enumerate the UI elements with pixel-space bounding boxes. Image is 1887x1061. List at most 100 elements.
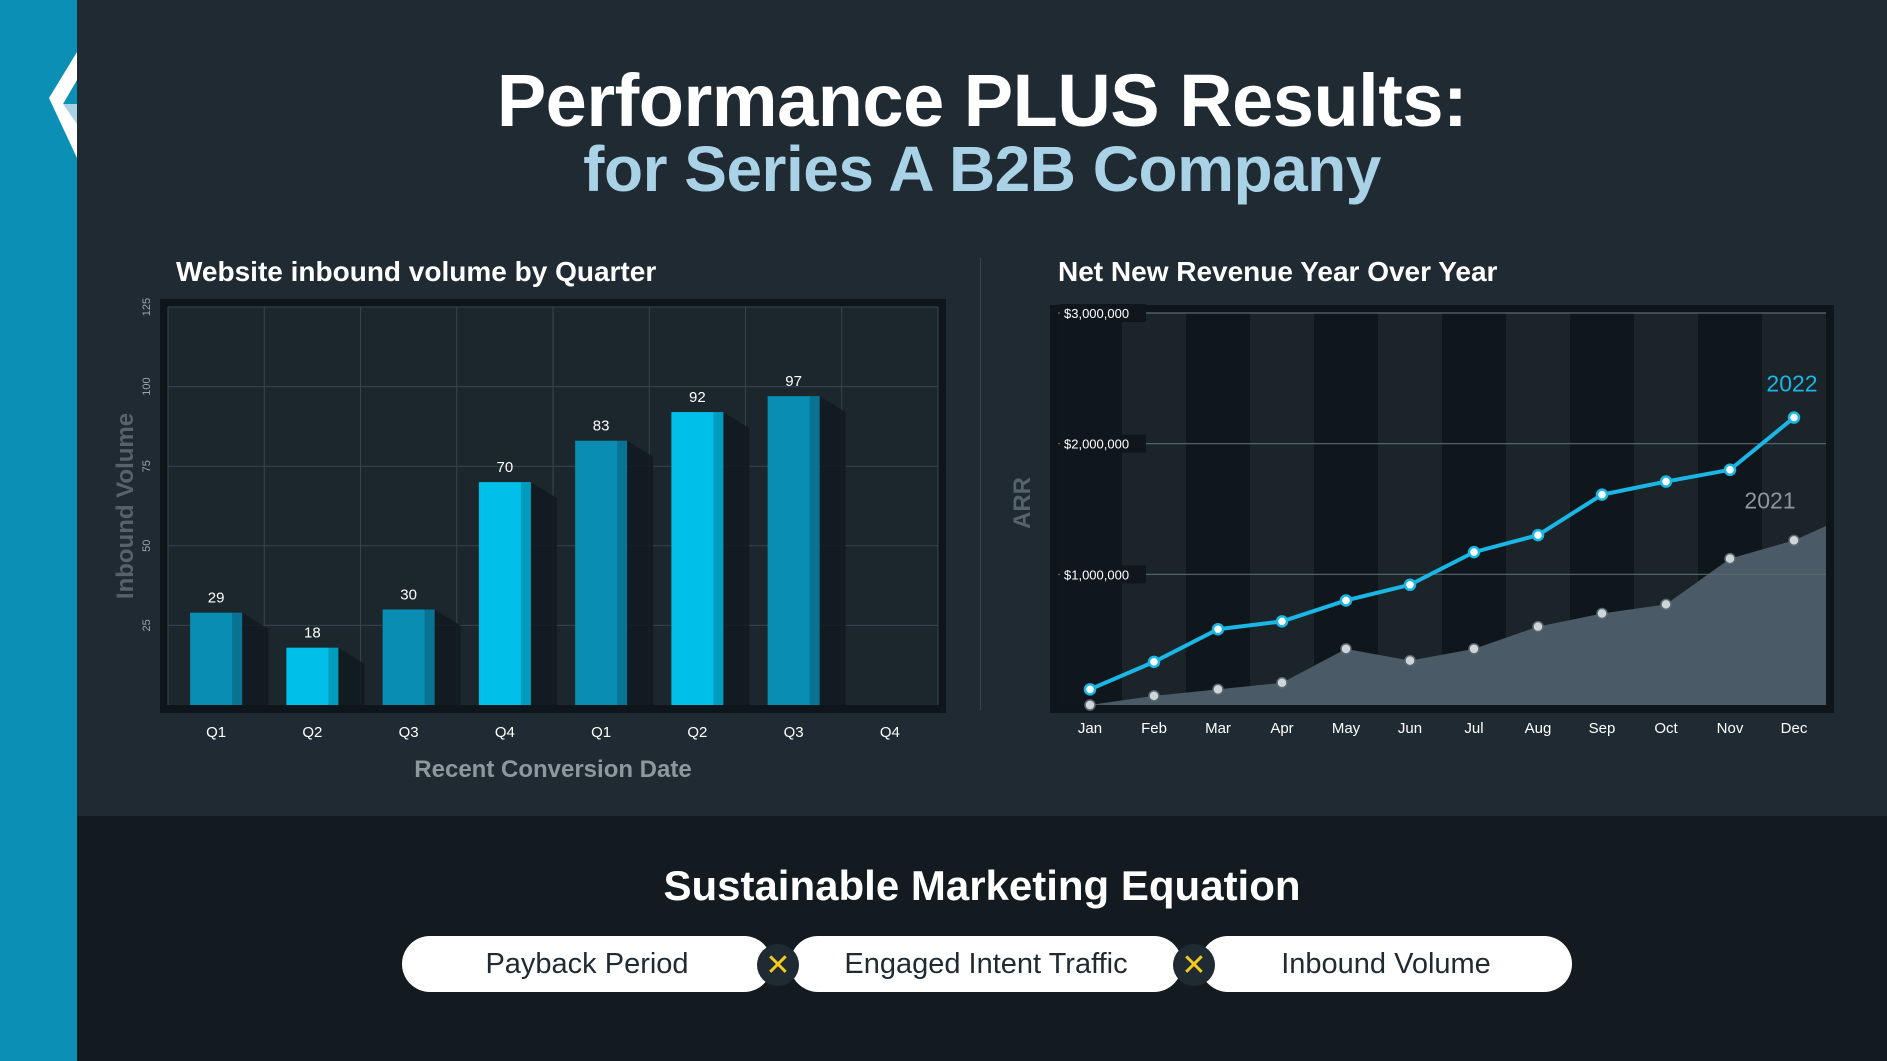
bar-y-tick-label: 50 xyxy=(141,540,153,552)
bar-x-tick-label: Q4 xyxy=(495,724,515,741)
line-x-tick-label: Jul xyxy=(1464,720,1483,737)
point-2021 xyxy=(1212,683,1224,696)
bar xyxy=(767,396,820,705)
line-x-tick-label: Oct xyxy=(1654,720,1678,737)
point-2021 xyxy=(1532,620,1544,633)
bar-shadow xyxy=(819,396,846,705)
bar-shadow xyxy=(434,609,461,705)
bar-x-tick-label: Q1 xyxy=(591,724,611,741)
line-x-tick-label: Jan xyxy=(1078,720,1102,737)
page-title: Performance PLUS Results: xyxy=(496,59,1468,142)
bar-side xyxy=(713,412,724,705)
bar xyxy=(671,412,724,705)
line-chart-title: Net New Revenue Year Over Year xyxy=(1058,256,1498,287)
line-y-tick-bg xyxy=(1060,565,1146,584)
bar-value-label: 18 xyxy=(304,625,321,642)
line-2022 xyxy=(1089,415,1796,692)
equation-term-inbound-volume: Inbound Volume xyxy=(1200,936,1572,992)
point-2021 xyxy=(1468,643,1480,655)
point-2021 xyxy=(1148,690,1160,702)
bar-shadow xyxy=(530,482,557,705)
multiply-icon: ✕ xyxy=(757,944,799,986)
bar-x-tick-label: Q1 xyxy=(206,724,226,741)
chart-divider xyxy=(980,258,981,710)
line-x-tick-label: Mar xyxy=(1205,720,1231,737)
point-2022 xyxy=(1339,594,1353,607)
bar-chart-title: Website inbound volume by Quarter xyxy=(176,256,657,287)
series-label-2022: 2022 xyxy=(1766,371,1817,397)
point-2021 xyxy=(1724,552,1736,565)
bar-shadow xyxy=(627,440,654,705)
page-subtitle: for Series A B2B Company xyxy=(583,133,1381,205)
bar-x-tick-label: Q3 xyxy=(784,724,804,741)
line-y-tick-label: $1,000,000 xyxy=(1064,567,1129,582)
point-2021 xyxy=(1276,677,1288,689)
line-plot-stripe xyxy=(1058,313,1122,705)
bar-y-tick-label: 100 xyxy=(141,377,153,395)
bar-x-tick-label: Q2 xyxy=(302,724,322,741)
point-2022 xyxy=(1723,463,1737,477)
line-y-tick-bg xyxy=(1060,434,1146,453)
point-2022 xyxy=(1211,622,1225,636)
bar-y-tick-label: 25 xyxy=(141,619,153,631)
bar xyxy=(575,440,628,705)
point-2022 xyxy=(1467,545,1481,559)
point-2022 xyxy=(1531,528,1545,542)
point-2022 xyxy=(1595,488,1609,501)
bar-x-tick-label: Q4 xyxy=(880,724,900,741)
line-x-tick-label: Jun xyxy=(1398,720,1422,737)
line-plot-stripe xyxy=(1250,313,1314,705)
line-x-tick-label: Dec xyxy=(1781,720,1808,737)
bar-shadow xyxy=(723,412,750,705)
area-2021 xyxy=(1058,525,1826,705)
point-2022 xyxy=(1083,683,1097,696)
bar xyxy=(286,647,339,705)
point-2021 xyxy=(1596,607,1608,620)
point-2022 xyxy=(1147,655,1161,669)
point-2021 xyxy=(1340,643,1352,655)
point-2021 xyxy=(1660,598,1672,611)
point-2022 xyxy=(1275,615,1289,628)
bar-x-axis-label: Recent Conversion Date xyxy=(414,756,691,783)
bar-side xyxy=(617,440,628,705)
bar xyxy=(190,612,243,705)
line-x-tick-label: Nov xyxy=(1717,720,1744,737)
bar-value-label: 29 xyxy=(208,590,225,607)
line-plot-stripe xyxy=(1122,313,1186,705)
equation-term-payback-period: Payback Period xyxy=(402,936,772,992)
bar-chart: 25 50 75 100 125 29 Q1 18 Q2 30 Q3 70 Q4 83 Q1 92 Q2 97 Q3… xyxy=(112,298,946,783)
line-x-tick-label: May xyxy=(1332,720,1361,737)
bar-x-tick-label: Q2 xyxy=(687,724,707,741)
point-2021 xyxy=(1788,534,1800,547)
line-plot-stripe xyxy=(1378,313,1442,705)
bar-side xyxy=(328,647,339,705)
multiply-icon: ✕ xyxy=(1173,944,1215,986)
bar-value-label: 83 xyxy=(593,418,610,435)
bar-shadow xyxy=(242,612,269,705)
line-x-tick-label: Aug xyxy=(1525,720,1552,737)
line-y-axis-label: ARR xyxy=(1009,477,1036,529)
bar-y-tick-label: 125 xyxy=(141,298,153,316)
bar-value-label: 70 xyxy=(497,459,514,476)
series-label-2021: 2021 xyxy=(1744,487,1795,513)
line-y-tick-bg xyxy=(1060,304,1146,322)
bar-value-label: 97 xyxy=(785,373,802,390)
bar xyxy=(382,609,435,705)
line-x-tick-label: Sep xyxy=(1589,720,1616,737)
point-2021 xyxy=(1404,654,1416,667)
point-2022 xyxy=(1659,475,1673,488)
point-2022 xyxy=(1403,578,1417,592)
bar-value-label: 30 xyxy=(400,586,417,603)
bar-y-tick-label: 75 xyxy=(141,460,153,472)
equation-title: Sustainable Marketing Equation xyxy=(663,862,1301,909)
point-2021 xyxy=(1084,699,1096,711)
bar xyxy=(478,482,531,705)
bar-y-axis-label: Inbound Volume xyxy=(112,413,139,599)
line-x-tick-label: Apr xyxy=(1270,720,1293,737)
line-y-tick-label: $3,000,000 xyxy=(1064,306,1129,321)
sidebar-stripe xyxy=(0,0,105,1061)
line-plot-stripe xyxy=(1186,313,1250,705)
bar-side xyxy=(424,609,435,705)
line-plot-stripe xyxy=(1442,313,1506,705)
bar-x-tick-label: Q3 xyxy=(399,724,419,741)
